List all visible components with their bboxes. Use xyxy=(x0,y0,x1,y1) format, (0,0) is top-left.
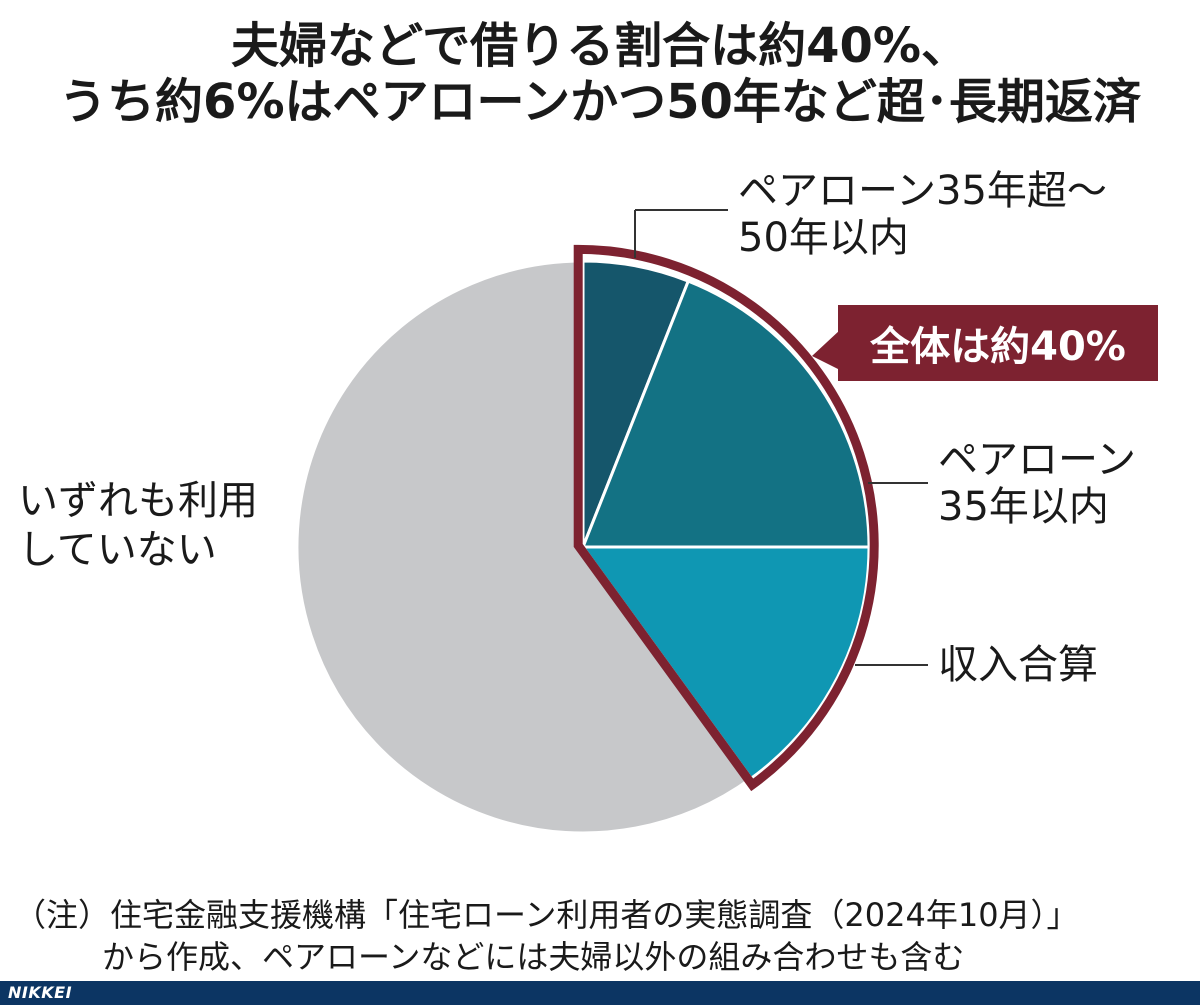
footnote-line-1: （注）住宅金融支援機構「住宅ローン利用者の実態調査（2024年10月）」 xyxy=(14,896,1079,934)
slice-label-pair-loan-35-line1: ペアローン xyxy=(938,437,1136,483)
badge-pointer xyxy=(812,330,840,370)
slice-label-income-combined: 収入合算 xyxy=(938,642,1098,688)
slice-label-none-line2: していない xyxy=(18,527,217,573)
pie-slice-3 xyxy=(295,259,754,835)
footer-bar: NIKKEI xyxy=(0,981,1200,1005)
slice-label-pair-loan-35-50-line1: ペアローン35年超～ xyxy=(738,168,1107,214)
pie-slice-2 xyxy=(580,545,871,781)
slice-label-pair-loan-35-50-line2: 50年以内 xyxy=(738,215,909,261)
chart-title-line-2: うち約6%はペアローンかつ50年など超･長期返済 xyxy=(59,74,1141,130)
footnote-line-2: から作成、ペアローンなどには夫婦以外の組み合わせも含む xyxy=(102,938,965,976)
nikkei-logo: NIKKEI xyxy=(8,983,73,1002)
chart-title-line-1: 夫婦などで借りる割合は約40%、 xyxy=(231,18,969,74)
slice-label-pair-loan-35-line2: 35年以内 xyxy=(938,484,1109,530)
highlight-badge: 全体は約40% xyxy=(838,305,1158,381)
slice-label-none-line1: いずれも利用 xyxy=(18,478,258,524)
pie-slices xyxy=(295,259,871,835)
highlight-outline xyxy=(573,244,879,792)
pie-slice-1 xyxy=(580,279,871,549)
